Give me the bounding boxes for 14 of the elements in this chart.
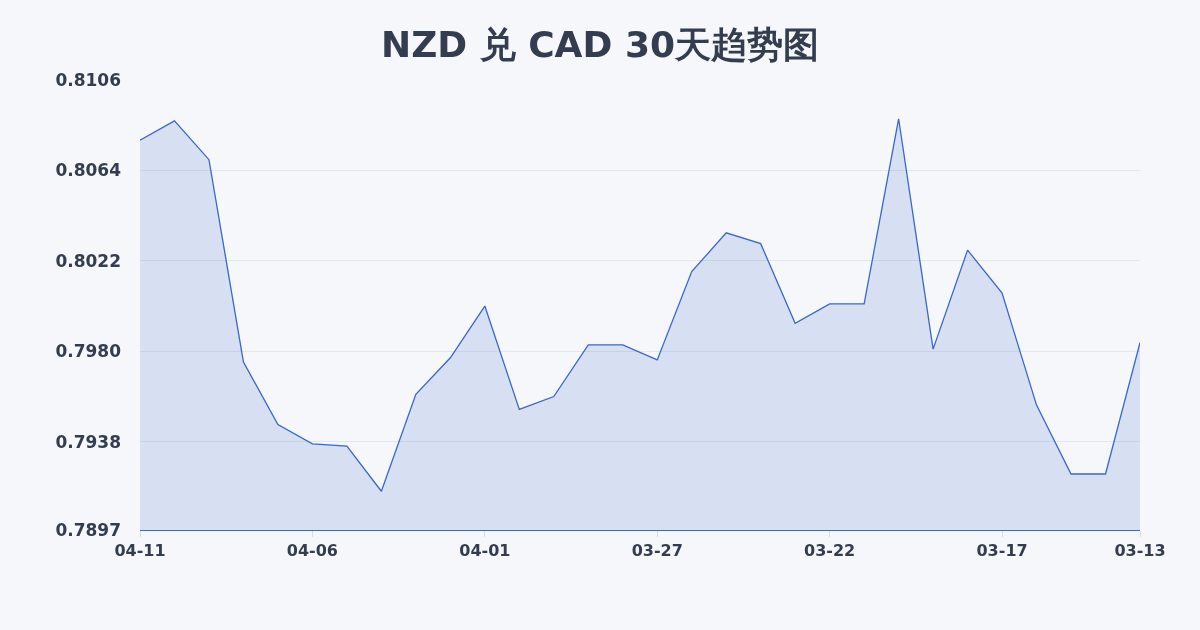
x-tick-label: 04-11 [114,541,166,561]
y-tick-label: 0.7897 [55,519,121,540]
chart-title: NZD 兑 CAD 30天趋势图 [381,23,819,65]
x-tick-label: 04-06 [286,541,338,561]
y-tick-label: 0.7980 [55,341,122,362]
x-tick-label: 03-27 [631,541,683,561]
x-tick-label: 03-22 [804,541,856,561]
x-tick-label: 03-17 [976,541,1028,561]
x-tick-label: 03-13 [1114,541,1166,561]
y-tick-label: 0.7938 [55,431,121,452]
x-tick-label: 04-01 [459,541,511,561]
y-tick-label: 0.8064 [55,160,122,181]
y-tick-label: 0.8106 [55,69,121,90]
y-tick-label: 0.8022 [55,250,121,271]
